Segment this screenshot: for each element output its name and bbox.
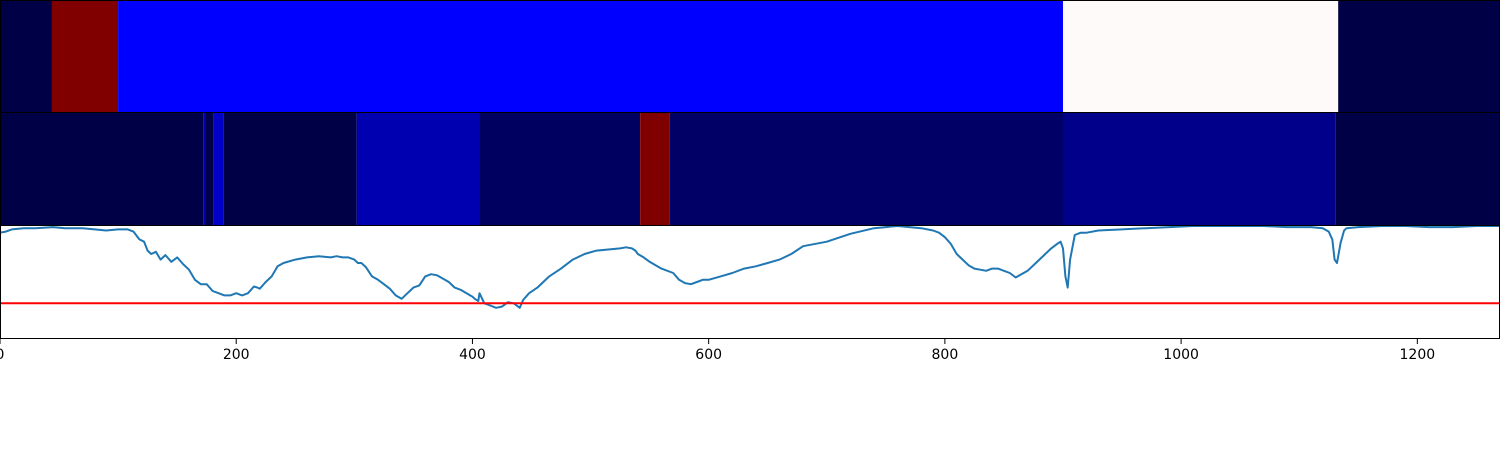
line-panel-frame [0,225,1500,339]
strip-2-segment-11 [1335,113,1500,225]
x-tick-label: 1200 [1400,347,1436,363]
line-plot-area [0,226,1500,309]
strip-1-segment-2 [51,1,119,112]
x-tick-label: 600 [695,347,722,363]
line-panel [0,225,1500,339]
strip-2-segment-8 [640,113,670,225]
strip-2-segment-9 [669,113,1063,225]
x-tick-label: 1000 [1163,347,1199,363]
strip-2-segment-5 [223,113,357,225]
strip-1 [0,0,1500,113]
strip-1-segment-4 [1062,1,1339,112]
strip-2-segment-4 [213,113,224,225]
strip-1-segment-3 [118,1,1063,112]
x-tick-label: 200 [223,347,250,363]
strip-2 [0,112,1500,226]
strip-1-segment-5 [1338,1,1500,112]
series-line [0,226,1500,309]
strip-2-segment-6 [356,113,480,225]
x-tick-label: 400 [459,347,486,363]
category-strips [0,0,1500,226]
strip-2-segment-3 [205,113,214,225]
strip-2-segment-1 [0,113,204,225]
strip-2-segment-10 [1062,113,1336,225]
strip-2-segment-2 [203,113,206,225]
strip-1-segment-1 [0,1,52,112]
x-axis: 0 200 400 600 800 1000 1200 [0,339,1435,363]
strip-2-segment-7 [479,113,641,225]
x-tick-label: 0 [0,347,4,363]
x-tick-label: 800 [932,347,959,363]
